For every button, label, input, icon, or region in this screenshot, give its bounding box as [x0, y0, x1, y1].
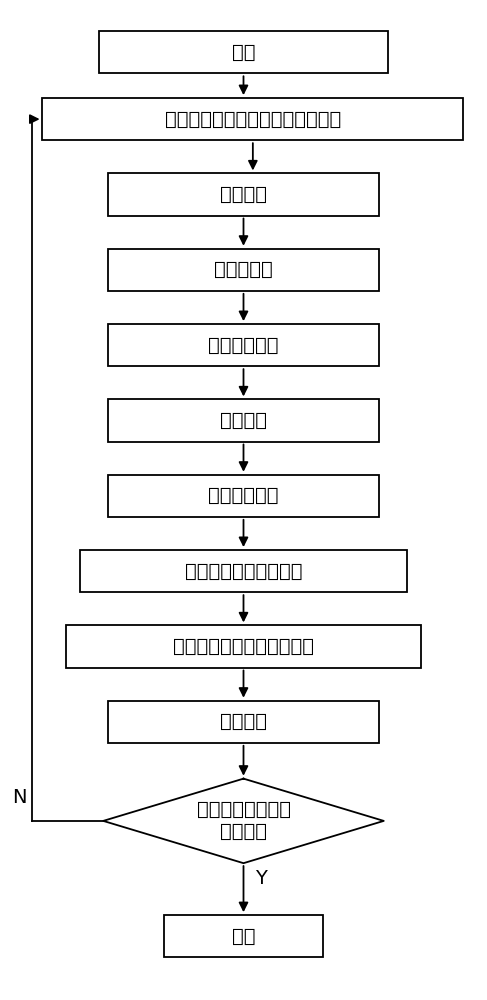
Bar	[42, 98, 463, 140]
Text: 土样底部平切: 土样底部平切	[208, 336, 279, 355]
Text: 结束: 结束	[232, 927, 255, 946]
Text: 滑坡灾害模拟试验
是否完成: 滑坡灾害模拟试验 是否完成	[196, 800, 291, 841]
Text: 剪切试验: 剪切试验	[220, 185, 267, 204]
Bar	[108, 324, 379, 366]
Text: 剪切缝内土体试样后续加工: 剪切缝内土体试样后续加工	[173, 637, 314, 656]
Text: 固化液滴入: 固化液滴入	[214, 260, 273, 279]
Text: 剪切缝内土体试样取出: 剪切缝内土体试样取出	[185, 562, 302, 581]
Text: 取样: 取样	[232, 43, 255, 62]
Bar	[108, 475, 379, 517]
Text: Y: Y	[255, 869, 267, 888]
Bar	[66, 625, 421, 668]
Text: 土样及加压装置夹持与土样内加水: 土样及加压装置夹持与土样内加水	[165, 110, 341, 129]
Bar	[98, 31, 389, 73]
Bar	[108, 173, 379, 216]
Bar	[108, 249, 379, 291]
Bar	[108, 399, 379, 442]
Text: 电镜扫描: 电镜扫描	[220, 712, 267, 731]
Bar	[80, 550, 407, 592]
Polygon shape	[103, 779, 384, 863]
Bar	[108, 701, 379, 743]
Bar	[164, 915, 323, 957]
Text: N: N	[12, 788, 27, 807]
Text: 土样顶部平切: 土样顶部平切	[208, 486, 279, 505]
Text: 土样支顶: 土样支顶	[220, 411, 267, 430]
